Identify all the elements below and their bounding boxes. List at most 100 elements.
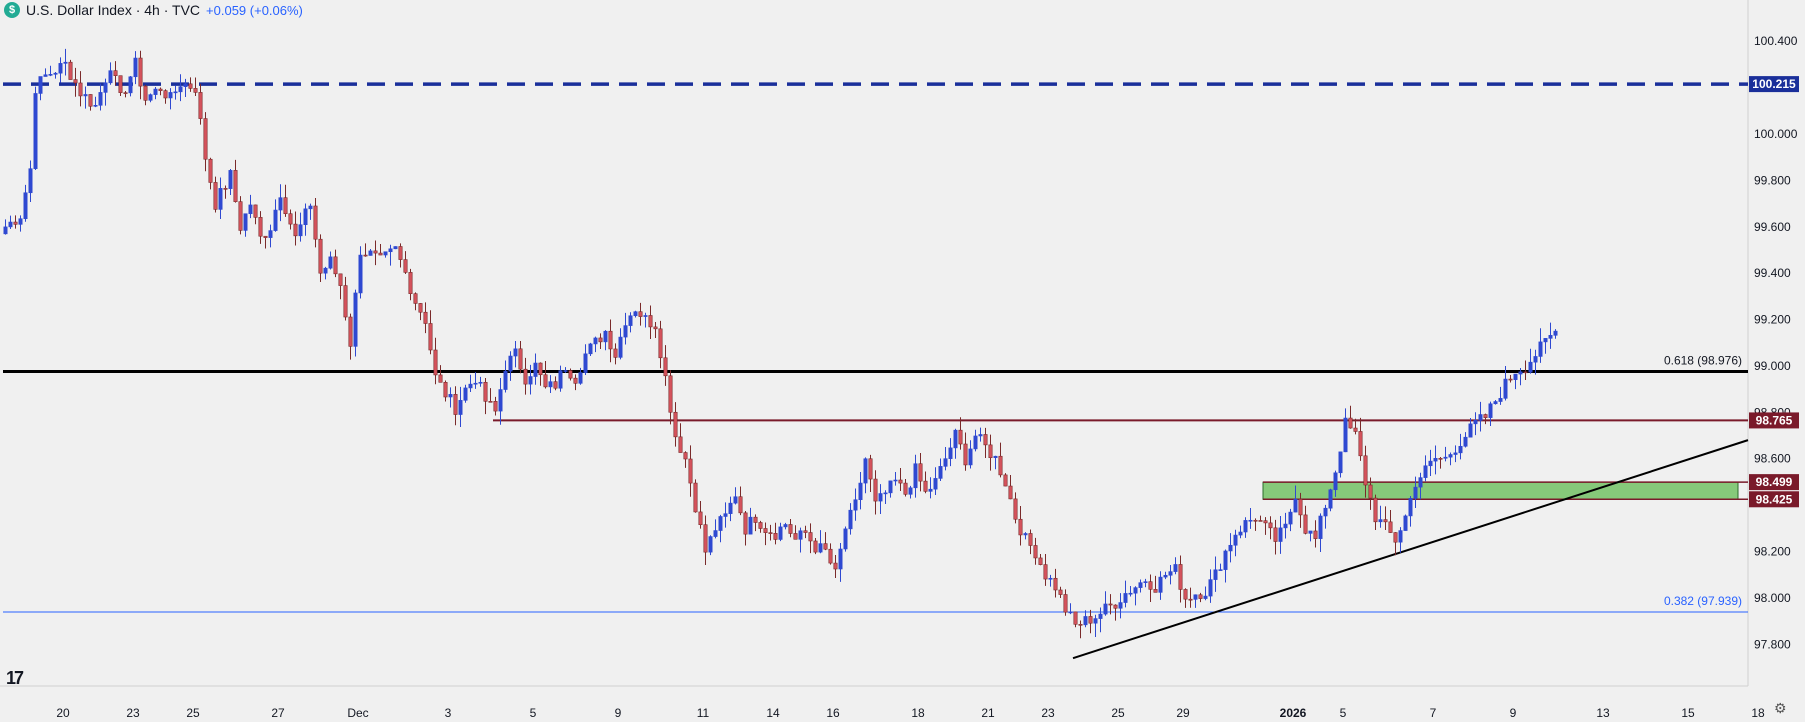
candle-body <box>1268 522 1273 529</box>
candle-body <box>563 370 568 372</box>
dollar-logo-icon: $ <box>4 2 20 18</box>
gear-icon[interactable]: ⚙ <box>1774 700 1787 716</box>
candle-body <box>1093 618 1098 624</box>
candle-body <box>773 533 778 540</box>
x-tick-label: 11 <box>697 706 710 720</box>
candle-body <box>1288 511 1293 525</box>
candle-body <box>778 526 783 540</box>
candle-body <box>453 394 458 415</box>
candle-body <box>1498 398 1503 402</box>
candle-body <box>273 209 278 231</box>
candle-body <box>388 248 393 253</box>
candle-body <box>1458 445 1463 454</box>
candle-body <box>608 330 613 350</box>
candle-body <box>1068 611 1073 614</box>
candle-body <box>1208 579 1213 597</box>
candle-body <box>1428 460 1433 467</box>
candle-body <box>448 394 453 398</box>
candle-body <box>103 82 108 93</box>
candle-body <box>378 252 383 256</box>
candle-body <box>1523 371 1528 374</box>
candle-body <box>788 524 793 534</box>
candle-body <box>743 512 748 535</box>
candle-body <box>88 94 93 107</box>
candle-body <box>1368 484 1373 499</box>
candle-body <box>573 377 578 384</box>
candle-body <box>828 548 833 564</box>
candle-body <box>38 76 43 94</box>
candle-body <box>1483 414 1488 418</box>
x-tick-label: 7 <box>1430 706 1437 720</box>
candle-body <box>908 487 913 495</box>
candle-body <box>148 94 153 101</box>
resistance-dashed-tag-bg <box>1749 76 1799 93</box>
candle-body <box>1063 594 1068 613</box>
candle-body <box>643 315 648 317</box>
candle-body <box>68 61 73 80</box>
x-tick-label: 9 <box>615 706 622 720</box>
candle-body <box>418 303 423 313</box>
x-tick-label: 15 <box>1681 706 1695 720</box>
candle-body <box>1133 587 1138 594</box>
candle-body <box>233 170 238 202</box>
candle-body <box>983 434 988 446</box>
candle-body <box>878 493 883 502</box>
candle-body <box>623 325 628 338</box>
symbol-title[interactable]: U.S. Dollar Index · 4h · TVC <box>26 2 201 18</box>
candle-body <box>593 337 598 345</box>
candle-body <box>28 168 33 194</box>
resistance-dashed-tag: 100.215 <box>1752 77 1796 91</box>
fib-0382-label: 0.382 (97.939) <box>1664 594 1742 608</box>
candle-body <box>833 562 838 570</box>
candle-body <box>1038 557 1043 565</box>
candle-body <box>803 530 808 533</box>
candle-body <box>1408 498 1413 517</box>
candle-body <box>873 478 878 502</box>
candle-body <box>668 375 673 413</box>
candle-body <box>183 83 188 87</box>
candle-body <box>468 383 473 389</box>
candle-body <box>813 540 818 553</box>
candle-body <box>428 323 433 351</box>
candle-body <box>768 532 773 534</box>
candle-body <box>213 182 218 210</box>
candle-body <box>1198 594 1203 599</box>
candle-body <box>478 381 483 384</box>
candle-body <box>198 92 203 119</box>
candle-body <box>598 337 603 343</box>
candle-body <box>333 256 338 275</box>
x-tick-label: 14 <box>766 706 780 720</box>
candle-body <box>283 197 288 215</box>
candle-body <box>733 496 738 504</box>
candle-body <box>843 528 848 550</box>
candle-body <box>248 204 253 215</box>
candle-body <box>1508 378 1513 381</box>
x-tick-label: 5 <box>530 706 537 720</box>
candle-body <box>1253 519 1258 522</box>
candle-body <box>498 389 503 412</box>
candle-body <box>808 532 813 542</box>
candle-body <box>583 353 588 373</box>
candle-body <box>223 188 228 190</box>
candle-body <box>1488 403 1493 418</box>
candle-body <box>613 348 618 358</box>
candle-body <box>658 328 663 359</box>
candle-body <box>1293 498 1298 513</box>
candle-body <box>1528 361 1533 373</box>
candle-body <box>1283 523 1288 529</box>
x-tick-label: 20 <box>56 706 70 720</box>
candle-body <box>18 218 23 225</box>
candle-body <box>1143 581 1148 583</box>
candle-body <box>1188 598 1193 601</box>
candle-body <box>618 336 623 358</box>
zone-bottom-tag-bg <box>1749 491 1799 508</box>
candle-body <box>528 376 533 385</box>
candle-body <box>1358 431 1363 457</box>
candle-body <box>423 311 428 324</box>
price-change: +0.059 (+0.06%) <box>206 2 303 18</box>
y-tick-label: 99.600 <box>1754 220 1791 234</box>
candle-body <box>738 496 743 514</box>
candle-body <box>218 188 223 210</box>
